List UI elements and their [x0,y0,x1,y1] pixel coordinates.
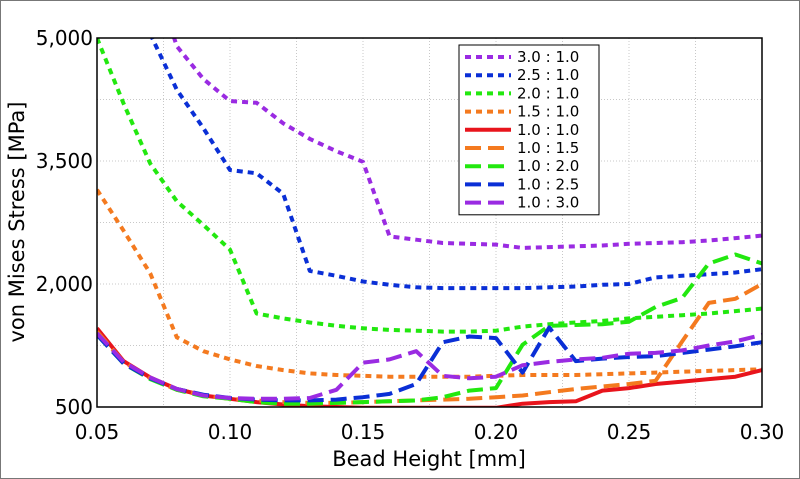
legend-label: 1.0 : 2.5 [517,175,579,193]
x-tick-label: 0.15 [341,420,386,444]
x-axis-title: Bead Height [mm] [332,447,526,471]
x-tick-label: 0.20 [474,420,519,444]
series-line [172,38,762,250]
legend-label: 1.5 : 1.0 [517,103,579,121]
series-line [97,38,762,334]
axis-ticks: 0.05 0.10 0.15 0.20 0.25 0.30 500 2,000 3,500 5,0… [36,26,785,444]
legend-label: 3.0 : 1.0 [517,48,579,66]
x-tick-label: 0.30 [740,420,785,444]
series-line [97,331,762,401]
plot-area [96,37,763,408]
x-tick-label: 0.10 [208,420,253,444]
legend-label: 1.0 : 1.5 [517,139,579,157]
legend: 3.0 : 1.02.5 : 1.02.0 : 1.01.5 : 1.01.0 … [458,44,600,216]
legend-label: 2.5 : 1.0 [517,66,579,84]
series-lines [97,38,762,407]
series-line [97,188,762,379]
series-line [149,38,762,291]
y-tick-label: 3,500 [36,149,93,173]
y-tick-label: 2,000 [36,272,93,296]
y-tick-label: 5,000 [36,26,93,50]
legend-label: 2.0 : 1.0 [517,84,579,102]
legend-label: 1.0 : 1.0 [517,121,579,139]
legend-label: 1.0 : 3.0 [517,194,579,212]
x-tick-label: 0.25 [607,420,652,444]
y-tick-label: 500 [55,395,93,419]
y-axis-title: von Mises Stress [MPa] [5,102,29,343]
x-tick-label: 0.05 [75,420,120,444]
legend-label: 1.0 : 2.0 [517,157,579,175]
